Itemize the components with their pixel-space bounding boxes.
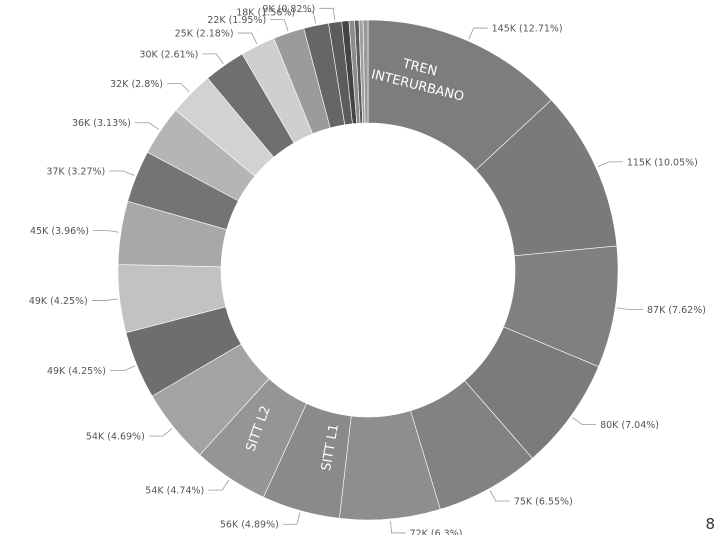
- leader-line: [109, 170, 135, 176]
- leader-line: [208, 479, 230, 491]
- slice-label: 37K (3.27%): [46, 166, 105, 177]
- leader-line: [597, 161, 623, 168]
- slice-label: 45K (3.96%): [30, 226, 89, 237]
- donut-slice: [362, 19, 369, 124]
- leader-line: [109, 365, 136, 371]
- slice-label: 80K (7.04%): [600, 420, 659, 431]
- donut-slices: [117, 19, 619, 521]
- leader-line: [299, 11, 317, 24]
- leader-line: [572, 417, 597, 425]
- slice-label: 18K (1.56%): [236, 7, 295, 18]
- leader-line: [468, 27, 488, 40]
- leader-line: [270, 19, 289, 32]
- leader-line: [92, 230, 119, 233]
- leader-line: [489, 490, 510, 502]
- page-marker: 8: [705, 515, 715, 533]
- leader-line: [617, 307, 644, 310]
- slice-label: 32K (2.8%): [110, 79, 163, 90]
- slice-label: 115K (10.05%): [627, 157, 698, 168]
- leader-line: [134, 122, 160, 130]
- leader-lines: [91, 7, 644, 534]
- slice-label: 22K (1.95%): [207, 15, 266, 26]
- leader-line: [282, 512, 301, 525]
- slice-label: 145K (12.71%): [492, 24, 563, 35]
- leader-line: [319, 7, 336, 21]
- slice-label: 36K (3.13%): [72, 118, 131, 129]
- slice-label: 72K (6.3%): [410, 528, 463, 535]
- slice-label: 54K (4.69%): [86, 432, 145, 443]
- slice-label: 87K (7.62%): [647, 305, 706, 316]
- slice-label: 54K (4.74%): [145, 486, 204, 497]
- slice-labels: 145K (12.71%) 115K (10.05%) 87K (7.62%) 80K…: [29, 4, 706, 535]
- slice-label: 25K (2.18%): [175, 29, 234, 40]
- slice-label: 49K (4.25%): [29, 296, 88, 307]
- leader-line: [237, 32, 258, 44]
- leader-line: [91, 298, 118, 301]
- slice-label: 56K (4.89%): [220, 520, 279, 531]
- slice-label: 49K (4.25%): [47, 366, 106, 377]
- slice-label: 30K (2.61%): [139, 49, 198, 60]
- leader-line: [202, 53, 224, 64]
- leader-line: [167, 83, 190, 93]
- slice-label: 9K (0.82%): [262, 4, 315, 15]
- leader-line: [390, 520, 406, 534]
- leader-line: [148, 428, 173, 437]
- slice-label: 75K (6.55%): [514, 496, 573, 507]
